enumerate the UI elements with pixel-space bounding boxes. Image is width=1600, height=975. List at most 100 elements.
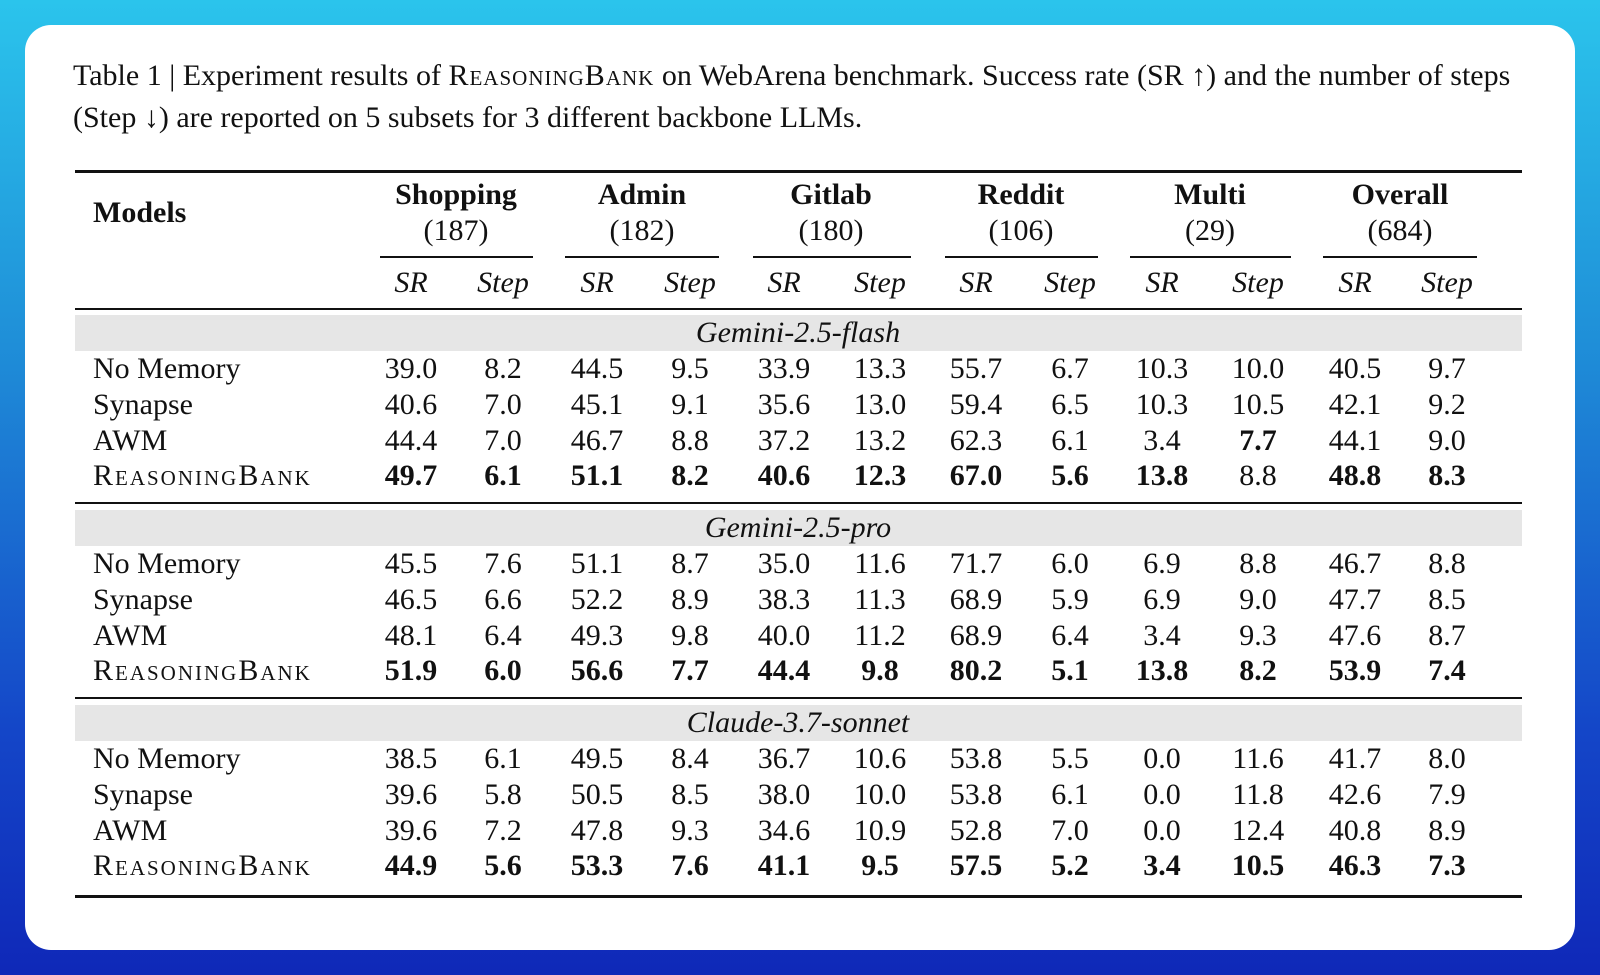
table-cell: 7.9 bbox=[1428, 777, 1466, 811]
group-name: Admin bbox=[597, 178, 687, 211]
group-count: (106) bbox=[988, 214, 1054, 247]
caption-prefix: Table 1 | Experiment results of bbox=[73, 59, 449, 92]
table-cell: 42.6 bbox=[1328, 777, 1382, 811]
section-band bbox=[75, 510, 1522, 546]
sr-subheader: SR bbox=[1145, 266, 1179, 299]
model-name: AWM bbox=[93, 813, 168, 847]
table-cell: 50.5 bbox=[570, 777, 624, 811]
table-cell: 8.0 bbox=[1428, 742, 1466, 775]
table-cell: 8.7 bbox=[1428, 618, 1466, 652]
table-cell: 6.9 bbox=[1143, 582, 1181, 616]
step-subheader: Step bbox=[1421, 266, 1473, 299]
table-cell: 67.0 bbox=[949, 459, 1003, 493]
table-cell: 10.0 bbox=[853, 777, 907, 811]
table-cell: 53.3 bbox=[570, 849, 624, 883]
group-cmidrule bbox=[753, 256, 911, 258]
table-cell: 9.7 bbox=[1428, 352, 1466, 385]
table-cell: 51.1 bbox=[570, 459, 624, 493]
table-cell: 7.3 bbox=[1428, 849, 1466, 883]
table-cell: 8.2 bbox=[671, 459, 709, 493]
table-cell: 8.2 bbox=[1239, 654, 1277, 688]
table-cell: 8.5 bbox=[1428, 582, 1466, 616]
table-cell: 62.3 bbox=[949, 423, 1003, 457]
table-cell: 12.3 bbox=[853, 459, 907, 493]
table-cell: 7.7 bbox=[1239, 423, 1277, 457]
table-cell: 8.5 bbox=[671, 777, 709, 811]
table-cell: 48.8 bbox=[1328, 459, 1382, 493]
table-cell: 6.1 bbox=[484, 742, 522, 775]
group-cmidrule bbox=[565, 256, 719, 258]
table-cell: 46.7 bbox=[570, 423, 624, 457]
section-band bbox=[75, 315, 1522, 351]
table-cell: 11.8 bbox=[1232, 777, 1284, 811]
group-count: (29) bbox=[1185, 214, 1235, 247]
table-cell: 35.6 bbox=[757, 387, 811, 421]
table-cell: 8.9 bbox=[1428, 813, 1466, 847]
header-rule bbox=[75, 308, 1522, 310]
table-cell: 46.5 bbox=[384, 582, 438, 616]
group-cmidrule bbox=[1130, 256, 1291, 258]
table-cell: 6.6 bbox=[484, 582, 522, 616]
group-count: (187) bbox=[423, 214, 489, 247]
table-cell: 5.8 bbox=[484, 777, 522, 811]
sr-subheader: SR bbox=[394, 266, 428, 299]
table-cell: 10.9 bbox=[853, 813, 907, 847]
table-cell: 13.8 bbox=[1135, 459, 1189, 493]
table-cell: 5.1 bbox=[1051, 654, 1089, 688]
table-cell: 38.5 bbox=[384, 742, 438, 775]
table-cell: 10.0 bbox=[1231, 352, 1285, 385]
table-cell: 9.8 bbox=[861, 654, 899, 688]
sr-subheader: SR bbox=[959, 266, 993, 299]
group-header: Gitlab (180) bbox=[790, 177, 872, 249]
table-cell: 7.6 bbox=[484, 547, 522, 580]
table-cell: 71.7 bbox=[949, 547, 1003, 580]
table-cell: 42.1 bbox=[1328, 387, 1382, 421]
model-name: ReasoningBank bbox=[93, 849, 312, 883]
table-cell: 9.3 bbox=[671, 813, 709, 847]
table-cell: 41.1 bbox=[757, 849, 811, 883]
table-cell: 40.6 bbox=[757, 459, 811, 493]
group-header: Overall (684) bbox=[1352, 177, 1449, 249]
group-header: Reddit (106) bbox=[978, 177, 1065, 249]
models-header: Models bbox=[93, 196, 187, 229]
table-cell: 9.0 bbox=[1428, 423, 1466, 457]
group-name: Gitlab bbox=[790, 178, 872, 211]
step-subheader: Step bbox=[664, 266, 716, 299]
group-count: (182) bbox=[609, 214, 675, 247]
sr-subheader: SR bbox=[580, 266, 614, 299]
table-cell: 7.0 bbox=[1051, 813, 1089, 847]
group-cmidrule bbox=[1323, 256, 1477, 258]
group-count: (180) bbox=[798, 214, 864, 247]
table-cell: 47.6 bbox=[1328, 618, 1382, 652]
table-cell: 44.4 bbox=[384, 423, 438, 457]
table-cell: 55.7 bbox=[949, 352, 1003, 385]
table-cell: 0.0 bbox=[1143, 742, 1181, 775]
table-cell: 39.0 bbox=[384, 352, 438, 385]
table-cell: 6.4 bbox=[1051, 618, 1089, 652]
table-cell: 49.5 bbox=[570, 742, 624, 775]
table-cell: 7.4 bbox=[1428, 654, 1466, 688]
section-rule bbox=[75, 502, 1522, 504]
table-cell: 44.4 bbox=[757, 654, 811, 688]
table-cell: 8.8 bbox=[671, 423, 709, 457]
group-name: Multi bbox=[1174, 178, 1246, 211]
group-name: Reddit bbox=[977, 178, 1065, 211]
step-subheader: Step bbox=[854, 266, 906, 299]
group-name: Shopping bbox=[395, 178, 517, 211]
section-band bbox=[75, 705, 1522, 741]
table-cell: 33.9 bbox=[757, 352, 811, 385]
paper-card: Table 1 | Experiment results of Reasonin… bbox=[25, 25, 1575, 950]
table-cell: 11.6 bbox=[1232, 742, 1284, 775]
table-cell: 9.1 bbox=[671, 387, 709, 421]
table-cell: 9.5 bbox=[861, 849, 899, 883]
step-subheader: Step bbox=[1232, 266, 1284, 299]
table-cell: 46.3 bbox=[1328, 849, 1382, 883]
model-name: Synapse bbox=[93, 387, 193, 421]
table-cell: 68.9 bbox=[949, 618, 1003, 652]
table-cell: 9.5 bbox=[671, 352, 709, 385]
table-cell: 8.2 bbox=[484, 352, 522, 385]
group-header: Multi (29) bbox=[1174, 177, 1246, 249]
table-cell: 13.8 bbox=[1135, 654, 1189, 688]
table-cell: 7.2 bbox=[484, 813, 522, 847]
sr-subheader: SR bbox=[1338, 266, 1372, 299]
